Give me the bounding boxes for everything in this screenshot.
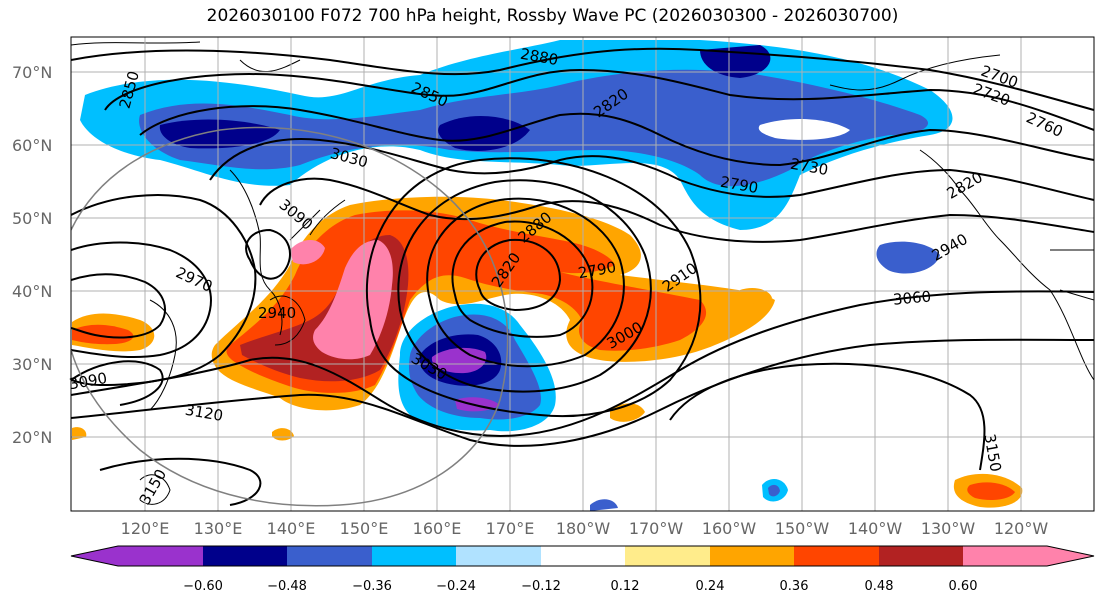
colorbar-tick: −0.36 [352,579,392,594]
map-area [71,37,1094,511]
lat-label-50n: 50°N [12,209,52,228]
colorbar-bin [203,546,288,566]
contour-label: 3060 [892,287,932,308]
negative-anomaly-north [80,40,953,274]
lon-label-140e: 140°E [267,519,316,538]
lon-label-160e: 160°E [413,519,462,538]
colorbar-bin [625,546,710,566]
lat-label-70n: 70°N [12,63,52,82]
lon-label-120w: 120°W [994,519,1049,538]
colorbar-tick: 0.12 [611,579,640,594]
colorbar-bin [879,546,964,566]
colorbar-bin [794,546,879,566]
lon-label-130e: 130°E [194,519,243,538]
lon-label-120e: 120°E [121,519,170,538]
positive-anomaly-west [72,196,1023,508]
colorbar-tick: −0.12 [521,579,561,594]
lon-label-150w: 150°W [775,519,830,538]
latitude-labels: 70°N 60°N 50°N 40°N 30°N 20°N [12,63,52,447]
longitude-labels: 120°E 130°E 140°E 150°E 160°E 170°E 180°… [121,519,1049,538]
lat-label-40n: 40°N [12,282,52,301]
lon-label-130w: 130°W [921,519,976,538]
lon-label-170e: 170°E [486,519,535,538]
colorbar-bin [710,546,795,566]
height-contours [71,47,1094,506]
colorbar-extend-low [71,546,118,566]
colorbar-tick: 0.60 [949,579,978,594]
lon-label-150e: 150°E [340,519,389,538]
colorbar: −0.60 −0.48 −0.36 −0.24 −0.12 0.12 0.24 … [70,545,1095,594]
colorbar-tick: −0.48 [267,579,307,594]
colorbar-tick: 0.36 [780,579,809,594]
colorbar-bin [963,546,1048,566]
colorbar-tick: 0.48 [865,579,894,594]
colorbar-bin [372,546,457,566]
colorbar-bin [118,546,203,566]
lat-label-30n: 30°N [12,355,52,374]
colorbar-tick: 0.24 [696,579,725,594]
lon-label-180w: 180°W [556,519,611,538]
colorbar-tick: −0.24 [436,579,476,594]
coastlines [71,41,1094,505]
lon-label-160w: 160°W [702,519,757,538]
lon-label-140w: 140°W [848,519,903,538]
lon-label-170w: 170°W [629,519,684,538]
lat-label-60n: 60°N [12,136,52,155]
colorbar-bin [456,546,541,566]
colorbar-bin [541,546,626,566]
page-title: 2026030100 F072 700 hPa height, Rossby W… [206,6,899,26]
colorbar-extend-high [1047,546,1094,566]
colorbar-bin [287,546,372,566]
great-circle-arc [71,126,509,507]
contour-label: 2940 [258,304,296,322]
colorbar-tick: −0.60 [183,579,223,594]
lat-label-20n: 20°N [12,428,52,447]
map-grid [71,37,1094,511]
colorbar-outline [70,545,1095,567]
map-frame [70,36,1095,512]
